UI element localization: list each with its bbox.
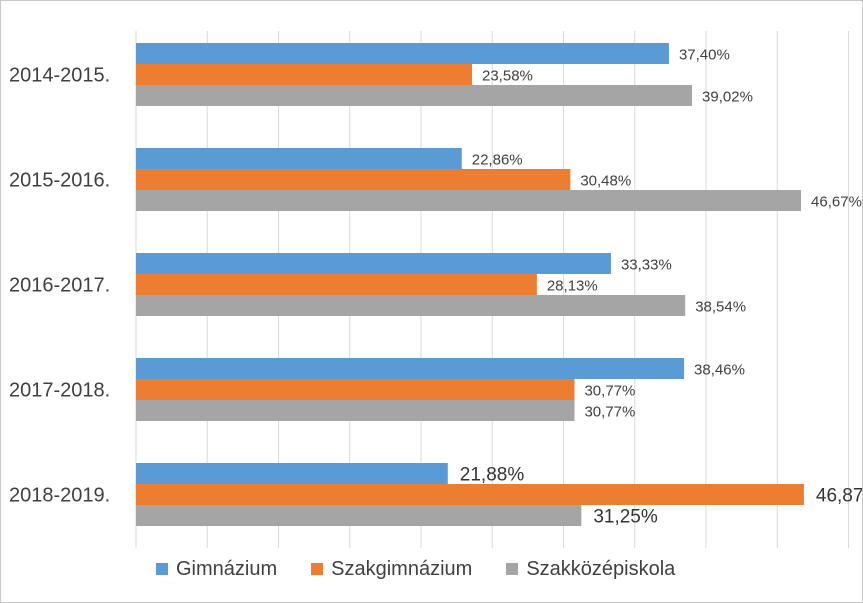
data-label: 21,88% <box>460 465 525 486</box>
bar <box>136 253 611 274</box>
category-label: 2015-2016. <box>9 170 110 192</box>
category-label: 2017-2018. <box>9 380 110 402</box>
bar <box>136 43 669 64</box>
legend-item: Gimnázium <box>156 558 277 581</box>
category-label: 2014-2015. <box>9 65 110 87</box>
category-label: 2018-2019. <box>9 485 110 507</box>
legend-swatch <box>311 563 324 575</box>
legend-label: Szakközépiskola <box>526 557 676 580</box>
data-label: 31,25% <box>593 507 658 528</box>
bar <box>136 190 802 211</box>
bar <box>136 358 685 379</box>
category-label: 2016-2017. <box>9 275 110 297</box>
data-label: 37,40% <box>679 47 730 64</box>
bar <box>136 400 575 421</box>
bar <box>136 463 448 484</box>
chart-legend: Gimnázium Szakgimnázium Szakközépiskola <box>156 556 675 582</box>
bar <box>136 274 537 295</box>
data-label: 38,54% <box>695 299 746 316</box>
bar <box>136 148 462 169</box>
data-label: 22,86% <box>472 152 523 169</box>
data-label: 46,87% <box>816 486 862 507</box>
data-label: 30,77% <box>584 404 635 421</box>
legend-swatch <box>506 563 519 575</box>
data-label: 33,33% <box>621 257 672 274</box>
bar <box>136 169 571 190</box>
data-label: 30,77% <box>584 383 635 400</box>
bar <box>136 85 693 106</box>
bar <box>136 505 582 526</box>
legend-label: Szakgimnázium <box>331 557 473 580</box>
legend-label: Gimnázium <box>176 557 278 580</box>
legend-item: Szakgimnázium <box>311 558 472 581</box>
bar <box>136 484 804 505</box>
legend-swatch <box>156 563 168 575</box>
data-label: 39,02% <box>702 89 753 106</box>
bar <box>136 64 473 85</box>
data-label: 46,67% <box>811 194 862 211</box>
bar <box>136 379 575 400</box>
data-label: 30,48% <box>580 173 631 190</box>
data-label: 38,46% <box>694 362 745 379</box>
bar <box>136 295 686 316</box>
data-label: 28,13% <box>547 278 598 295</box>
data-label: 23,58% <box>482 68 533 85</box>
legend-item: Szakközépiskola <box>506 558 675 581</box>
